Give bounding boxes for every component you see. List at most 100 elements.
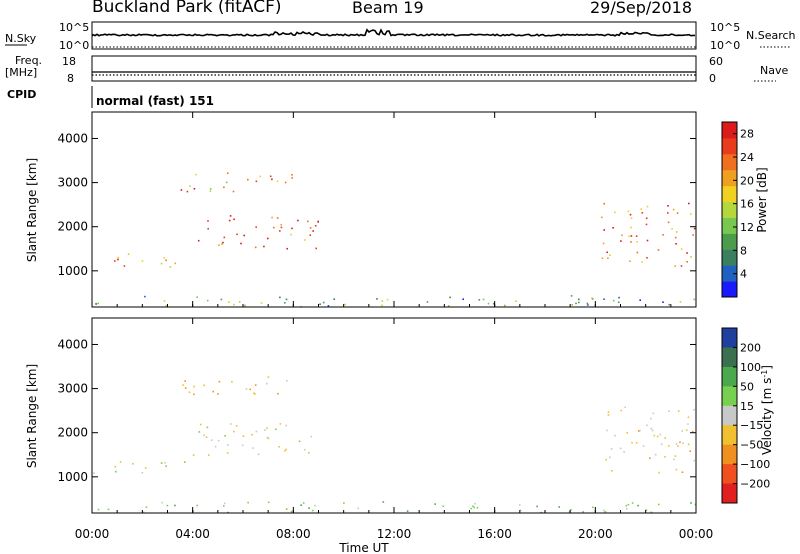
power-echo-cell: [381, 304, 383, 307]
velocity-echo-cell: [251, 433, 253, 436]
power-echo-cell: [174, 262, 176, 265]
velocity-echo-cell: [208, 454, 210, 456]
power-colorbar-swatch: [722, 201, 737, 218]
power-echo-cell: [269, 175, 272, 178]
velocity-echo-cell: [166, 504, 169, 507]
velocity-colorbar-tick-label: 100: [740, 361, 761, 374]
velocity-echo-cell: [650, 427, 653, 430]
velocity-echo-cell: [206, 426, 209, 429]
velocity-echo-cell: [673, 458, 675, 461]
power-echo-cell: [646, 257, 648, 259]
power-echo-cell: [247, 178, 249, 181]
cpid-text: normal (fast) 151: [96, 94, 214, 108]
velocity-y-tick-label: 3000: [57, 382, 88, 396]
velocity-echo-cell: [675, 468, 678, 471]
time-x-axis: 00:00 04:00 08:00 12:00 16:00 20:00 00:00: [75, 112, 713, 541]
velocity-echo-cell: [605, 458, 607, 461]
velocity-panel-background: [92, 318, 696, 513]
velocity-colorbar-tick-label: −50: [740, 439, 763, 452]
velocity-echo-cell: [623, 451, 625, 453]
velocity-echo-cell: [604, 510, 607, 513]
velocity-echo-cell: [689, 450, 691, 452]
velocity-echo-cell: [476, 507, 479, 509]
freq-right-tick-top: 60: [709, 55, 723, 68]
velocity-echo-cell: [658, 471, 660, 474]
power-colorbar-swatch: [722, 265, 737, 282]
power-echo-cell: [690, 213, 692, 215]
power-echo-cell: [291, 227, 293, 230]
power-echo-cell: [601, 257, 604, 259]
power-echo-cell: [114, 260, 116, 262]
power-echo-cell: [196, 296, 198, 298]
velocity-colorbar-swatch: [722, 444, 737, 465]
velocity-colorbar-tick-label: −200: [740, 478, 770, 491]
velocity-echo-cell: [625, 504, 628, 507]
velocity-echo-cell: [675, 443, 678, 445]
velocity-echo-cell: [649, 457, 651, 459]
velocity-echo-cell: [631, 441, 633, 444]
noise-left-label: N.Sky: [5, 32, 37, 45]
power-echo-cell: [635, 235, 638, 237]
velocity-echo-cell: [303, 448, 306, 451]
velocity-echo-cell: [685, 429, 688, 431]
power-echo-cell: [312, 230, 314, 232]
power-echo-cell: [144, 295, 146, 298]
power-echo-cell: [228, 219, 231, 222]
power-echo-cell: [322, 301, 325, 304]
power-echo-cell: [628, 235, 630, 238]
power-echo-cell: [674, 236, 677, 239]
power-y-axis: 1000 2000 3000 4000: [57, 131, 696, 278]
power-echo-cell: [255, 226, 257, 228]
power-echo-cell: [478, 299, 481, 301]
power-echo-cell: [645, 217, 648, 219]
velocity-echo-cell: [314, 504, 316, 507]
velocity-echo-cell: [242, 435, 245, 437]
velocity-echo-cell: [603, 509, 605, 512]
velocity-echo-cell: [205, 436, 208, 438]
velocity-echo-cell: [631, 502, 634, 504]
power-colorbar-tick-label: 8: [740, 244, 747, 257]
velocity-echo-cell: [606, 429, 608, 432]
velocity-echo-cell: [265, 382, 268, 385]
power-echo-cell: [657, 249, 660, 251]
velocity-echo-cell: [434, 503, 436, 505]
velocity-echo-cell: [582, 511, 584, 513]
velocity-echo-cell: [212, 390, 215, 393]
velocity-echo-cell: [651, 429, 654, 432]
velocity-echo-cell: [224, 435, 226, 437]
power-echo-cell: [662, 301, 664, 303]
velocity-echo-cell: [312, 509, 314, 512]
power-echo-cell: [462, 298, 464, 300]
power-echo-cell: [163, 300, 166, 302]
velocity-echo-cell: [687, 423, 689, 425]
velocity-echo-cell: [107, 508, 110, 511]
velocity-echo-cell: [275, 428, 277, 431]
power-echo-cell: [189, 185, 191, 187]
power-echo-cell: [309, 227, 312, 229]
velocity-echo-cell: [657, 503, 660, 506]
velocity-echo-cell: [645, 509, 648, 511]
power-echo-cell: [571, 304, 574, 306]
power-echo-cell: [646, 205, 649, 208]
power-echo-cell: [165, 304, 168, 307]
power-echo-cell: [603, 202, 605, 205]
power-echo-cell: [263, 245, 265, 248]
power-echo-cell: [260, 302, 263, 304]
freq-right-tick-bottom: 0: [709, 72, 716, 85]
velocity-echo-cell: [210, 439, 213, 441]
velocity-echo-cell: [536, 505, 538, 508]
power-echo-cell: [676, 212, 679, 214]
velocity-colorbar-tick-label: 50: [740, 380, 754, 393]
power-echo-cell: [667, 212, 669, 214]
velocity-echo-cell: [674, 455, 677, 457]
power-echo-cell: [226, 172, 229, 174]
power-echo-cell: [117, 256, 120, 259]
velocity-y-axis: 1000 2000 3000 4000: [57, 337, 696, 484]
velocity-echo-cell: [607, 414, 610, 416]
velocity-echo-cell: [278, 446, 280, 448]
power-echo-cell: [228, 301, 230, 303]
velocity-panel: 1000 2000 3000 4000 Slant Range [km] 200 100…: [25, 317, 774, 514]
velocity-echo-cell: [406, 510, 409, 512]
power-echo-cell: [225, 181, 228, 184]
